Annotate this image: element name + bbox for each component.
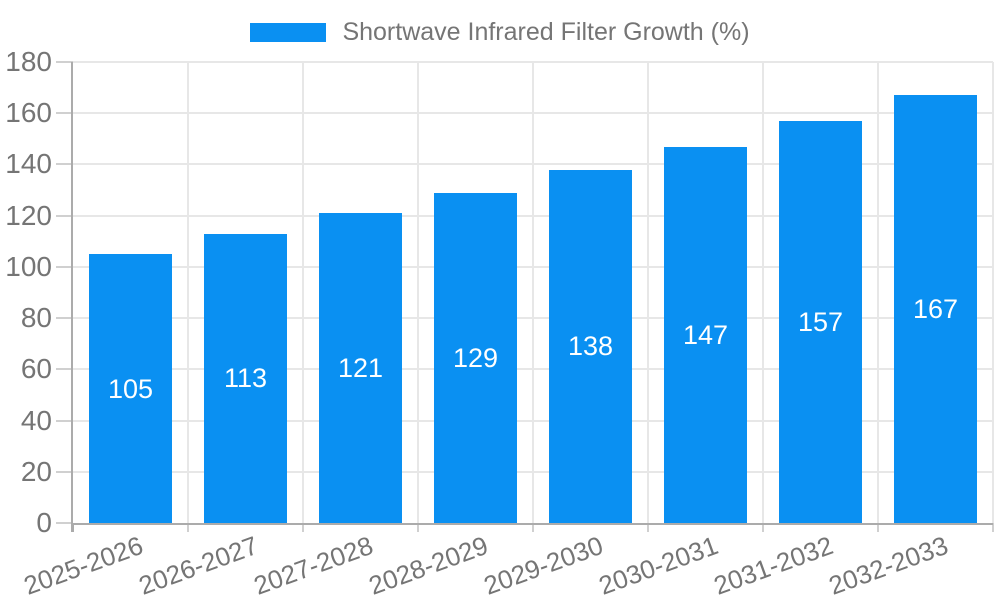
gridline-vertical [532,62,534,523]
bar-value-label: 138 [567,331,614,362]
bar[interactable] [779,120,862,523]
gridline-vertical [302,62,304,523]
gridline-vertical [992,62,994,523]
y-axis-tick [56,163,73,166]
bar[interactable] [204,233,287,523]
y-axis-tick [56,61,73,63]
x-axis-tick [72,523,74,532]
y-axis-tick [56,112,73,115]
bar-value-label: 167 [912,294,959,325]
y-axis-tick [56,214,73,217]
x-axis-line [71,523,993,525]
legend-swatch [250,23,327,42]
y-axis-tick-label: 40 [20,404,52,436]
y-axis-tick-label: 100 [5,250,52,282]
x-axis-tick [187,523,189,532]
x-axis-tick [992,523,994,532]
chart-legend[interactable]: Shortwave Infrared Filter Growth (%) [0,18,1000,47]
y-axis-tick-label: 160 [5,97,52,129]
legend-label: Shortwave Infrared Filter Growth (%) [342,18,750,46]
x-axis-tick [417,523,419,532]
y-axis-tick-label: 80 [20,302,52,334]
gridline-vertical [647,62,649,523]
y-axis-tick-label: 120 [5,199,52,231]
bar[interactable] [434,192,517,523]
gridline-vertical [417,62,419,523]
y-axis-tick [56,419,73,422]
x-axis-tick [647,523,649,532]
y-axis-tick-label: 0 [36,507,52,538]
y-axis-tick [56,265,73,268]
bar[interactable] [894,95,977,523]
x-axis-tick [532,523,534,532]
y-axis-tick [56,368,73,371]
x-axis-tick [302,523,304,532]
y-axis-tick-label: 60 [20,353,52,385]
y-axis-tick [56,317,73,320]
x-axis-tick [762,523,764,532]
y-axis-tick-label: 20 [20,455,52,487]
bar[interactable] [549,169,632,523]
y-axis-tick [56,522,73,524]
y-axis-tick-label: 140 [5,148,52,180]
bar-value-label: 157 [797,306,844,337]
bar[interactable] [89,254,172,523]
bar-value-label: 147 [682,319,729,350]
y-axis-line [71,62,73,532]
bar[interactable] [319,213,402,523]
gridline-vertical [877,62,879,523]
y-axis-tick-label: 180 [5,46,52,77]
bar-value-label: 113 [223,363,268,394]
bar[interactable] [664,146,747,523]
bar-value-label: 129 [452,342,499,373]
gridline-vertical [762,62,764,523]
y-axis-tick [56,470,73,473]
bar-value-label: 105 [107,373,154,404]
x-axis-tick [877,523,879,532]
gridline-vertical [187,62,189,523]
bar-value-label: 121 [337,353,384,384]
